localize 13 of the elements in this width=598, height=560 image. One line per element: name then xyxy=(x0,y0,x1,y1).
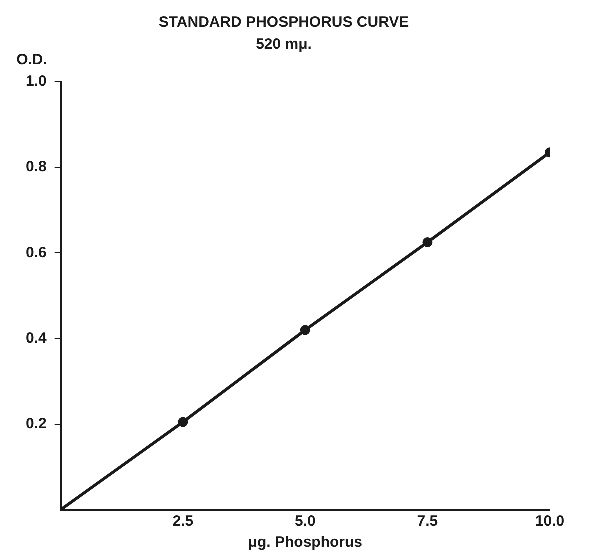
chart-subtitle: 520 mμ. xyxy=(256,36,312,54)
x-tick-label: 7.5 xyxy=(417,513,438,530)
y-axis-title: O.D. xyxy=(16,52,48,69)
y-tick-label: 0.6 xyxy=(26,244,47,262)
chart-title: STANDARD PHOSPHORUS CURVE xyxy=(158,14,410,32)
y-tick-label: 0.2 xyxy=(26,416,47,433)
y-tick-label: 0.8 xyxy=(26,158,47,176)
y-tick-label: 1.0 xyxy=(26,73,47,90)
x-tick-label: 5.0 xyxy=(294,513,316,530)
x-tick-label: 10.0 xyxy=(535,513,565,530)
x-tick-label: 2.5 xyxy=(172,513,194,530)
x-axis-title: μg. Phosphorus xyxy=(248,534,363,552)
y-tick-label: 0.4 xyxy=(26,330,48,347)
